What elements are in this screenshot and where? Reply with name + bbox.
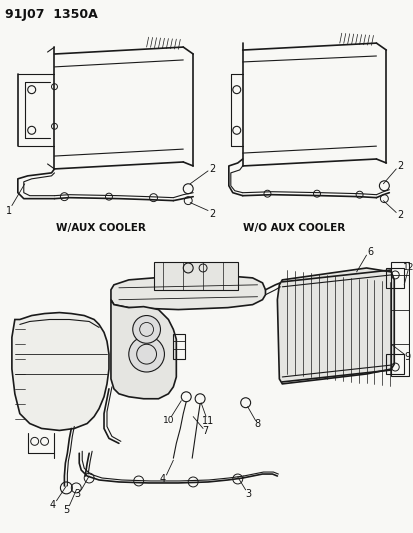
- Text: 12: 12: [402, 263, 413, 272]
- Text: 6: 6: [367, 247, 373, 257]
- Text: 4: 4: [159, 474, 165, 484]
- Text: W/AUX COOLER: W/AUX COOLER: [56, 223, 146, 233]
- Circle shape: [133, 316, 160, 343]
- Bar: [153, 262, 237, 290]
- Text: 2: 2: [396, 161, 402, 171]
- Text: 8: 8: [254, 418, 260, 429]
- Text: 2: 2: [209, 208, 215, 219]
- Bar: [385, 354, 403, 374]
- Text: 4: 4: [49, 500, 55, 510]
- Text: 7: 7: [202, 426, 208, 437]
- Circle shape: [183, 263, 193, 273]
- Bar: [385, 268, 403, 288]
- Text: 1: 1: [6, 206, 12, 215]
- Text: 2: 2: [396, 211, 402, 221]
- Text: 10: 10: [162, 416, 174, 425]
- Text: 9: 9: [403, 352, 409, 362]
- Polygon shape: [111, 300, 176, 399]
- Text: 5: 5: [63, 505, 69, 515]
- Polygon shape: [12, 312, 109, 431]
- Bar: [390, 262, 408, 376]
- Bar: [173, 334, 185, 359]
- Text: 3: 3: [245, 489, 251, 499]
- Polygon shape: [111, 276, 265, 310]
- Text: 11: 11: [202, 416, 214, 425]
- Polygon shape: [277, 268, 393, 384]
- Text: 3: 3: [74, 489, 80, 499]
- Text: W/O AUX COOLER: W/O AUX COOLER: [242, 223, 344, 233]
- Text: 2: 2: [209, 164, 215, 174]
- Text: 91J07  1350A: 91J07 1350A: [5, 8, 97, 21]
- Circle shape: [128, 336, 164, 372]
